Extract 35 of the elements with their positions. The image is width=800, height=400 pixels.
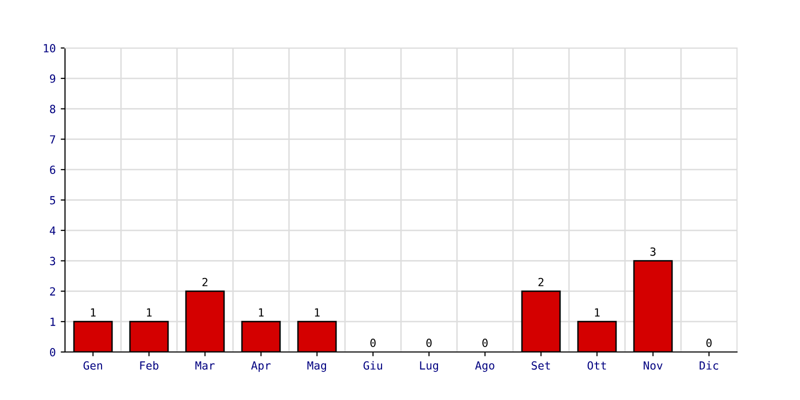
y-tick-label: 10 xyxy=(44,44,56,52)
y-tick-label: 1 xyxy=(50,318,56,326)
x-tick-label: Ago xyxy=(475,361,494,372)
x-tick-label: Feb xyxy=(140,361,158,370)
y-tick-label: 9 xyxy=(50,74,56,83)
x-tick-label: Giu xyxy=(364,361,382,370)
data-label: 1 xyxy=(146,308,152,317)
x-tick-label: Gen xyxy=(84,361,102,370)
data-label: 0 xyxy=(370,338,376,348)
data-label: 1 xyxy=(314,308,320,317)
x-tick-label: Dic xyxy=(700,361,718,370)
data-label: 1 xyxy=(90,308,96,317)
y-tick-label: 0 xyxy=(50,348,56,356)
y-tick-label: 5 xyxy=(50,196,56,204)
y-tick-label: 7 xyxy=(50,135,56,144)
x-tick-label: Nov xyxy=(644,361,662,370)
data-label: 2 xyxy=(538,278,544,286)
x-tick-label: Apr xyxy=(251,361,271,372)
data-label: 0 xyxy=(706,338,712,348)
y-tick-label: 4 xyxy=(50,226,56,235)
x-tick-label: Mag xyxy=(307,361,326,372)
data-label: 1 xyxy=(258,308,264,317)
data-label: 0 xyxy=(426,338,432,348)
y-tick-label: 8 xyxy=(50,104,56,114)
data-label: 0 xyxy=(482,338,488,348)
data-label: 1 xyxy=(594,308,600,317)
x-tick-label: Ott xyxy=(588,361,606,370)
data-label: 3 xyxy=(650,247,656,256)
data-label: 2 xyxy=(202,278,208,286)
y-tick-label: 3 xyxy=(50,256,56,266)
x-tick-label: Lug xyxy=(420,361,438,372)
x-tick-label: Set xyxy=(532,361,550,370)
y-tick-label: 2 xyxy=(50,287,56,296)
x-tick-label: Mar xyxy=(195,361,215,370)
y-tick-label: 6 xyxy=(50,166,56,174)
